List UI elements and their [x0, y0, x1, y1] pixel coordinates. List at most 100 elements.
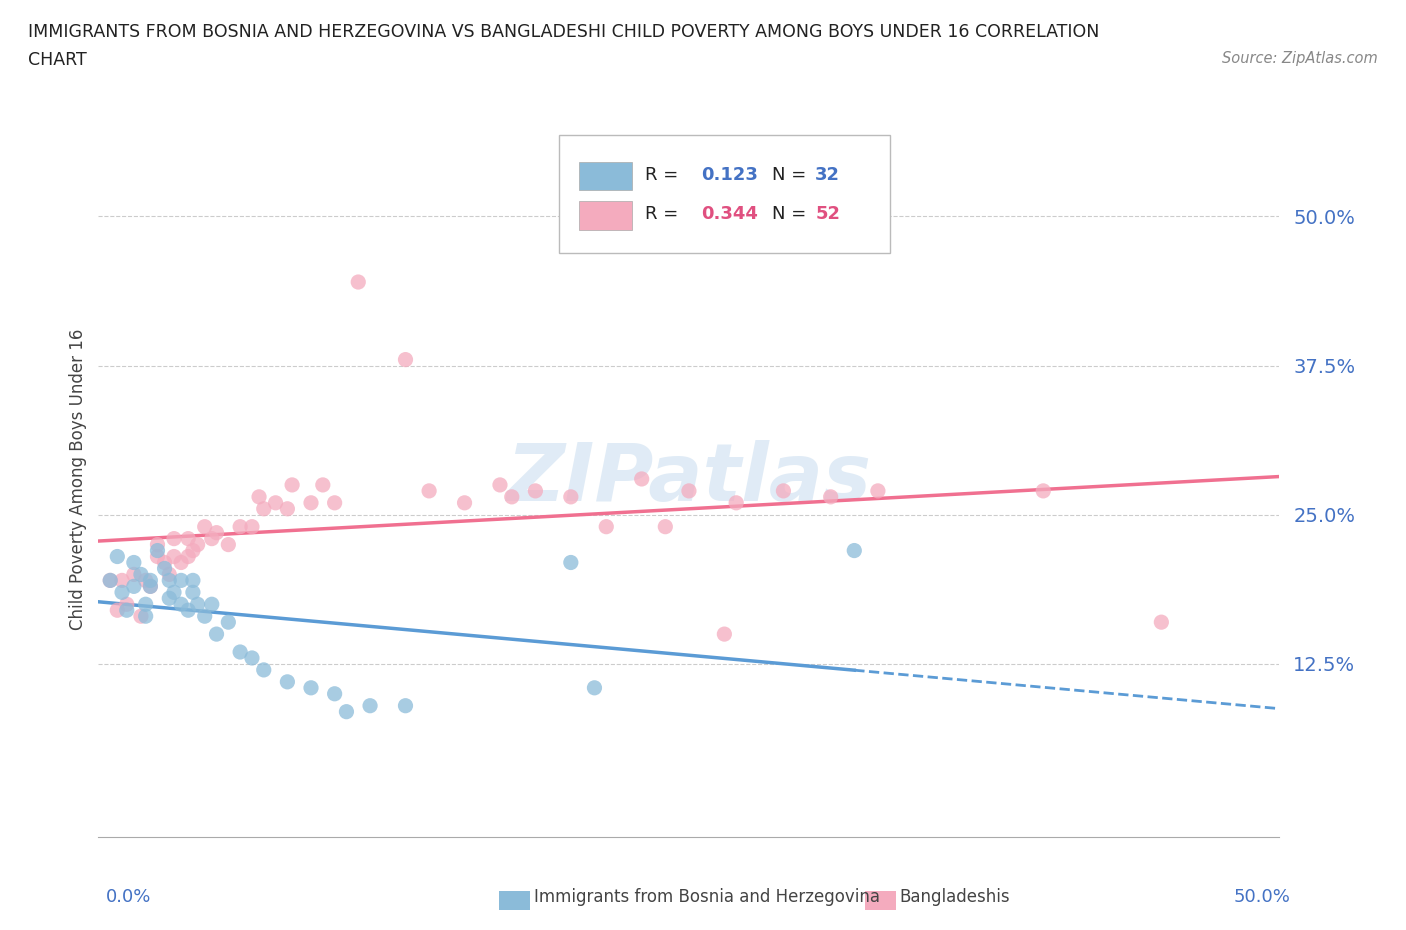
Point [630, 472, 652, 486]
Point [205, 627, 228, 642]
Point [205, 525, 228, 540]
Point [247, 489, 270, 504]
Point [1150, 615, 1173, 630]
Point [524, 484, 547, 498]
Point [153, 561, 176, 576]
Point [229, 519, 252, 534]
Point [418, 484, 440, 498]
Point [170, 555, 193, 570]
Point [489, 477, 512, 492]
Point [181, 573, 204, 588]
Point [181, 543, 204, 558]
Point [115, 597, 138, 612]
Point [157, 567, 180, 582]
Point [201, 531, 224, 546]
Point [139, 573, 162, 588]
Point [98, 573, 121, 588]
Point [122, 555, 145, 570]
Point [453, 496, 475, 511]
Point [170, 573, 193, 588]
Point [276, 674, 298, 689]
Point [583, 681, 606, 696]
Point [264, 496, 287, 511]
Text: 50.0%: 50.0% [1234, 888, 1291, 907]
Point [725, 496, 748, 511]
Point [170, 597, 193, 612]
Point [201, 597, 224, 612]
Point [163, 585, 186, 600]
Point [654, 519, 676, 534]
Point [866, 484, 889, 498]
Point [323, 686, 346, 701]
Point [157, 573, 180, 588]
Point [98, 573, 121, 588]
Point [177, 531, 200, 546]
Text: R =: R = [645, 205, 685, 223]
Point [181, 585, 204, 600]
Point [229, 644, 252, 659]
FancyBboxPatch shape [560, 135, 890, 253]
Point [335, 704, 357, 719]
Bar [579, 201, 633, 230]
Bar [579, 162, 633, 191]
Point [146, 543, 169, 558]
Point [135, 597, 157, 612]
Point [276, 501, 298, 516]
Point [713, 627, 735, 642]
Text: Immigrants from Bosnia and Herzegovina: Immigrants from Bosnia and Herzegovina [534, 888, 880, 907]
Point [177, 603, 200, 618]
Point [157, 591, 180, 605]
Point [1032, 484, 1054, 498]
Point [139, 578, 162, 594]
Point [135, 573, 157, 588]
Point [560, 555, 582, 570]
Point [595, 519, 617, 534]
Text: ZIPatlas: ZIPatlas [506, 440, 872, 518]
Point [253, 501, 276, 516]
Point [394, 698, 416, 713]
Point [105, 549, 128, 564]
Text: 32: 32 [815, 166, 841, 183]
Point [105, 603, 128, 618]
Text: 0.123: 0.123 [700, 166, 758, 183]
Point [253, 662, 276, 677]
Point [129, 609, 152, 624]
Point [163, 531, 186, 546]
Text: 0.0%: 0.0% [105, 888, 150, 907]
Point [560, 489, 582, 504]
Point [146, 549, 169, 564]
Point [115, 603, 138, 618]
Text: Bangladeshis: Bangladeshis [900, 888, 1011, 907]
Point [820, 489, 842, 504]
Text: R =: R = [645, 166, 685, 183]
Point [194, 609, 217, 624]
Point [501, 489, 523, 504]
Point [359, 698, 381, 713]
Point [146, 538, 169, 552]
Point [194, 519, 217, 534]
Point [240, 519, 263, 534]
Point [312, 477, 335, 492]
Point [135, 609, 157, 624]
Point [217, 538, 239, 552]
Y-axis label: Child Poverty Among Boys Under 16: Child Poverty Among Boys Under 16 [69, 328, 87, 630]
Point [772, 484, 794, 498]
Point [299, 681, 322, 696]
Point [299, 496, 322, 511]
Point [678, 484, 700, 498]
Point [281, 477, 304, 492]
Point [129, 567, 152, 582]
Text: Source: ZipAtlas.com: Source: ZipAtlas.com [1222, 51, 1378, 66]
Text: CHART: CHART [28, 51, 87, 69]
Text: N =: N = [772, 166, 811, 183]
Point [111, 585, 134, 600]
Point [240, 651, 263, 666]
Point [187, 538, 209, 552]
Point [122, 578, 145, 594]
Text: N =: N = [772, 205, 811, 223]
Text: 0.344: 0.344 [700, 205, 758, 223]
Point [394, 352, 416, 367]
Point [187, 597, 209, 612]
Point [139, 578, 162, 594]
Text: 52: 52 [815, 205, 841, 223]
